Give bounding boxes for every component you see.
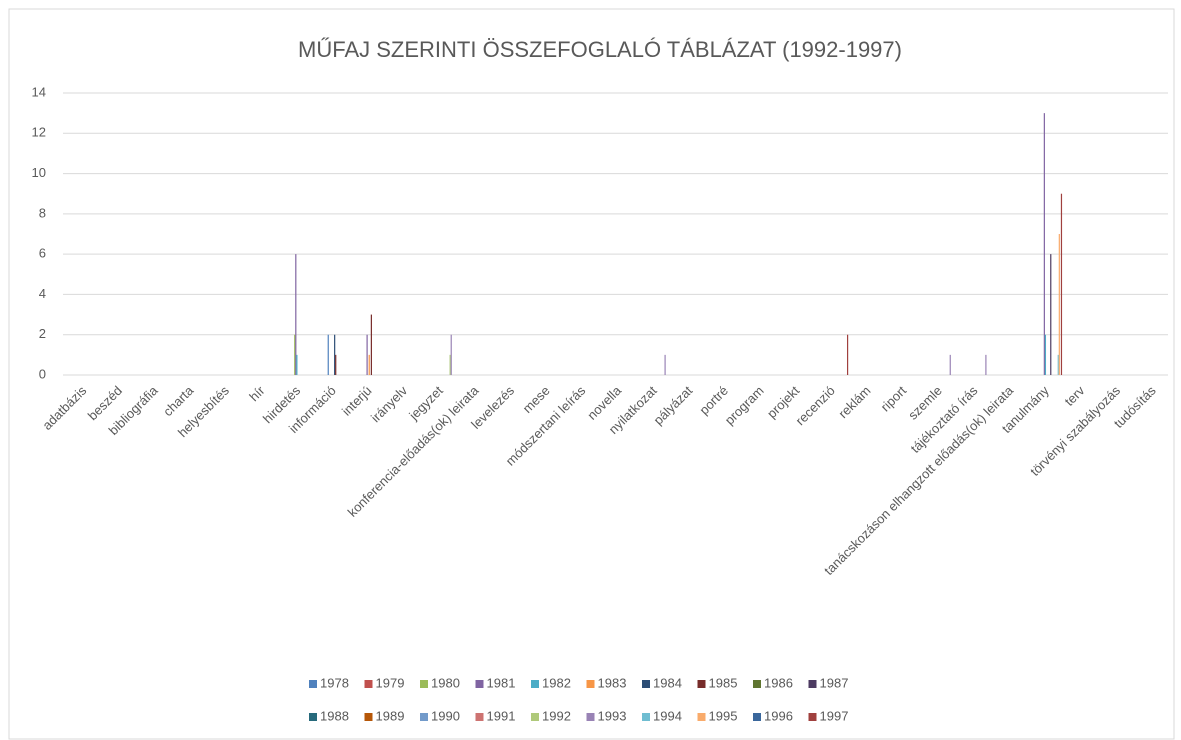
y-tick-label: 8 — [39, 205, 46, 220]
bar — [370, 314, 372, 375]
legend-label: 1978 — [320, 675, 349, 690]
bar — [368, 354, 370, 375]
legend-swatch — [753, 713, 761, 721]
legend-label: 1993 — [598, 708, 627, 723]
y-tick-label: 0 — [39, 366, 46, 381]
legend-swatch — [697, 680, 706, 688]
legend-swatch — [420, 680, 428, 688]
legend-label: 1995 — [709, 708, 738, 723]
legend-label: 1982 — [542, 675, 571, 690]
y-tick-label: 10 — [32, 165, 46, 180]
y-tick-label: 6 — [39, 246, 46, 261]
bar — [366, 334, 368, 375]
legend-label: 1991 — [487, 708, 516, 723]
legend-swatch — [364, 680, 373, 688]
bar — [1057, 354, 1059, 375]
legend-swatch — [642, 713, 650, 721]
bar — [1043, 113, 1045, 376]
legend-swatch — [642, 680, 650, 688]
legend-swatch — [309, 713, 317, 721]
bar — [985, 354, 987, 375]
bar — [949, 354, 951, 375]
legend-label: 1984 — [653, 675, 682, 690]
legend-swatch — [586, 713, 595, 721]
legend-swatch — [753, 680, 761, 688]
legend-swatch — [364, 713, 373, 721]
legend-label: 1989 — [376, 708, 405, 723]
bar — [846, 334, 849, 375]
legend-label: 1987 — [820, 675, 849, 690]
chart-border — [8, 8, 1175, 740]
bar — [1060, 193, 1063, 375]
bar — [294, 334, 296, 375]
y-tick-label: 14 — [32, 84, 46, 99]
legend-label: 1986 — [764, 675, 793, 690]
legend-label: 1980 — [431, 675, 460, 690]
legend-swatch — [697, 713, 706, 721]
legend-swatch — [808, 680, 817, 688]
bar — [449, 354, 451, 375]
bar — [327, 334, 329, 375]
legend-label: 1997 — [820, 708, 849, 723]
legend-swatch — [475, 680, 484, 688]
y-tick-label: 2 — [39, 326, 46, 341]
legend-label: 1985 — [709, 675, 738, 690]
bar — [296, 354, 298, 375]
y-tick-label: 4 — [39, 286, 46, 301]
y-tick-label: 12 — [32, 125, 46, 140]
legend-swatch — [309, 680, 317, 688]
legend-label: 1992 — [542, 708, 571, 723]
legend-swatch — [475, 713, 484, 721]
bar — [334, 334, 336, 375]
legend-swatch — [531, 713, 539, 721]
legend-swatch — [420, 713, 428, 721]
bar — [664, 354, 666, 375]
bar — [1058, 234, 1060, 375]
chart-title: MŰFAJ SZERINTI ÖSSZEFOGLALÓ TÁBLÁZAT (19… — [298, 37, 902, 62]
legend-swatch — [586, 680, 595, 688]
legend-label: 1983 — [598, 675, 627, 690]
legend-label: 1979 — [376, 675, 405, 690]
legend-label: 1996 — [764, 708, 793, 723]
bar — [1044, 334, 1047, 375]
bar — [295, 254, 297, 375]
legend-label: 1994 — [653, 708, 682, 723]
legend-label: 1988 — [320, 708, 349, 723]
bar — [450, 334, 452, 375]
legend-swatch — [531, 680, 539, 688]
legend-swatch — [808, 713, 817, 721]
bar — [335, 354, 337, 375]
bar — [1050, 254, 1052, 375]
legend-label: 1990 — [431, 708, 460, 723]
legend-label: 1981 — [487, 675, 516, 690]
